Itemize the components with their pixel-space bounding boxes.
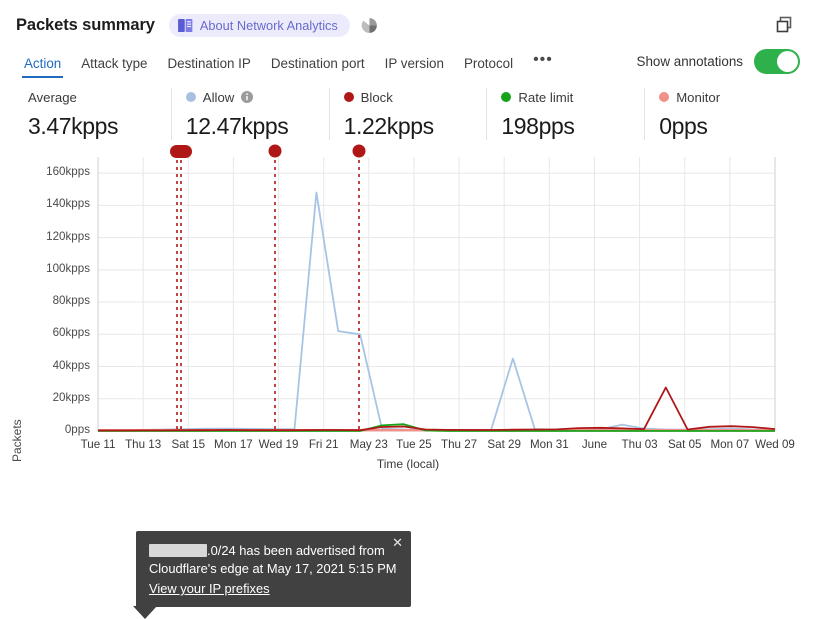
block-color-dot <box>343 92 354 102</box>
x-tick-label: Sat 05 <box>667 438 702 451</box>
x-tick-label: Sat 29 <box>487 438 521 451</box>
dimension-tabbar: Action Attack type Destination IP Destin… <box>0 40 816 78</box>
monitor-color-dot <box>659 92 670 102</box>
stat-rate-limit: Rate limit 198pps <box>486 88 644 140</box>
x-tick-label: June <box>581 438 608 451</box>
x-tick-label: Tue 11 <box>80 438 116 451</box>
annotation-tooltip: ✕ .0/24 has been advertised from Cloudfl… <box>136 531 411 607</box>
summary-stats: Average 3.47kpps Allow 12.47kpps Block 1… <box>14 78 802 140</box>
stat-monitor-label: Monitor <box>676 89 721 105</box>
x-tick-label: Mon 31 <box>529 438 569 451</box>
y-axis-ticks: 0pps 20kpps 40kpps 60kpps 80kpps 100kpps 120kp… <box>0 140 90 490</box>
tooltip-line1-suffix: .0/24 has been advertised from <box>207 543 385 558</box>
tab-destination-ip[interactable]: Destination IP <box>167 56 251 71</box>
stat-allow-head: Allow <box>185 88 329 106</box>
stat-allow-value: 12.47kpps <box>185 113 289 139</box>
x-tick-label: Thu 03 <box>621 438 658 451</box>
toggle-knob <box>777 51 798 72</box>
close-icon[interactable]: ✕ <box>392 535 403 550</box>
x-tick-label: Thu 27 <box>441 438 478 451</box>
show-annotations-control: Show annotations <box>637 49 800 78</box>
x-tick-label: Thu 13 <box>125 438 162 451</box>
stat-monitor: Monitor 0pps <box>644 88 802 140</box>
y-tick-label: 120kpps <box>46 229 90 243</box>
view-ip-prefixes-link[interactable]: View your IP prefixes <box>149 581 270 596</box>
tooltip-line-2: Cloudflare's edge at May 17, 2021 5:15 P… <box>149 561 397 576</box>
stat-rate-limit-value: 198pps <box>501 113 575 139</box>
stat-average-value: 3.47kpps <box>28 113 119 139</box>
x-tick-label: Tue 25 <box>396 438 432 451</box>
tab-protocol[interactable]: Protocol <box>463 56 514 71</box>
y-tick-label: 160kpps <box>46 165 90 179</box>
stat-monitor-head: Monitor <box>659 88 802 106</box>
stat-rate-limit-head: Rate limit <box>501 88 644 106</box>
copy-windows-icon[interactable] <box>774 15 800 35</box>
page-title: Packets summary <box>16 15 155 34</box>
stat-average-label: Average <box>28 89 77 105</box>
x-tick-label: Mon 07 <box>710 438 750 451</box>
tab-attack-type[interactable]: Attack type <box>81 56 148 71</box>
rate-limit-color-dot <box>501 92 512 102</box>
y-tick-label: 80kpps <box>52 294 90 308</box>
stat-monitor-value: 0pps <box>659 113 708 139</box>
stat-allow-label: Allow <box>202 89 235 105</box>
y-tick-label: 20kpps <box>52 390 90 404</box>
y-tick-label: 60kpps <box>52 326 90 340</box>
y-tick-label: 40kpps <box>52 358 90 372</box>
info-icon[interactable] <box>241 91 254 103</box>
x-tick-label: May 23 <box>349 438 388 451</box>
about-pill-label: About Network Analytics <box>199 17 338 33</box>
page-header: Packets summary About Network Analytics <box>0 0 816 40</box>
stat-average-head: Average <box>28 88 171 106</box>
tab-destination-port[interactable]: Destination port <box>270 56 365 71</box>
stat-allow: Allow 12.47kpps <box>170 88 329 140</box>
tab-ip-version[interactable]: IP version <box>384 56 444 71</box>
book-icon <box>177 18 193 32</box>
x-tick-label: Wed 19 <box>258 438 299 451</box>
x-axis-label: Time (local) <box>376 457 440 471</box>
show-annotations-toggle[interactable] <box>754 49 800 74</box>
packets-timeseries-chart: Packets 0pps 20kpps 40kpps 60kpps 80kpps 100k… <box>0 140 816 619</box>
x-tick-label: Wed 09 <box>755 438 795 451</box>
tab-more-overflow[interactable]: ••• <box>533 51 553 68</box>
stat-block-label: Block <box>360 89 393 105</box>
x-tick-label: Mon 17 <box>214 438 253 451</box>
stat-block-head: Block <box>343 88 487 106</box>
y-tick-label: 100kpps <box>46 261 90 275</box>
y-tick-label: 0pps <box>64 423 90 436</box>
chart-plot <box>97 144 776 432</box>
stat-average: Average 3.47kpps <box>14 88 171 140</box>
pie-spinner-icon <box>350 17 378 34</box>
x-tick-label: Sat 15 <box>171 438 206 451</box>
y-tick-label: 140kpps <box>46 197 90 211</box>
stat-rate-limit-label: Rate limit <box>518 89 574 105</box>
stat-block: Block 1.22kpps <box>328 88 487 140</box>
x-tick-label: Fri 21 <box>308 438 339 451</box>
tab-action[interactable]: Action <box>14 56 71 78</box>
tooltip-tail <box>133 606 157 619</box>
redacted-ip-prefix <box>149 544 207 557</box>
about-network-analytics-pill[interactable]: About Network Analytics <box>168 13 350 37</box>
stat-block-value: 1.22kpps <box>343 113 435 139</box>
show-annotations-label: Show annotations <box>636 54 743 69</box>
allow-color-dot <box>185 92 196 102</box>
